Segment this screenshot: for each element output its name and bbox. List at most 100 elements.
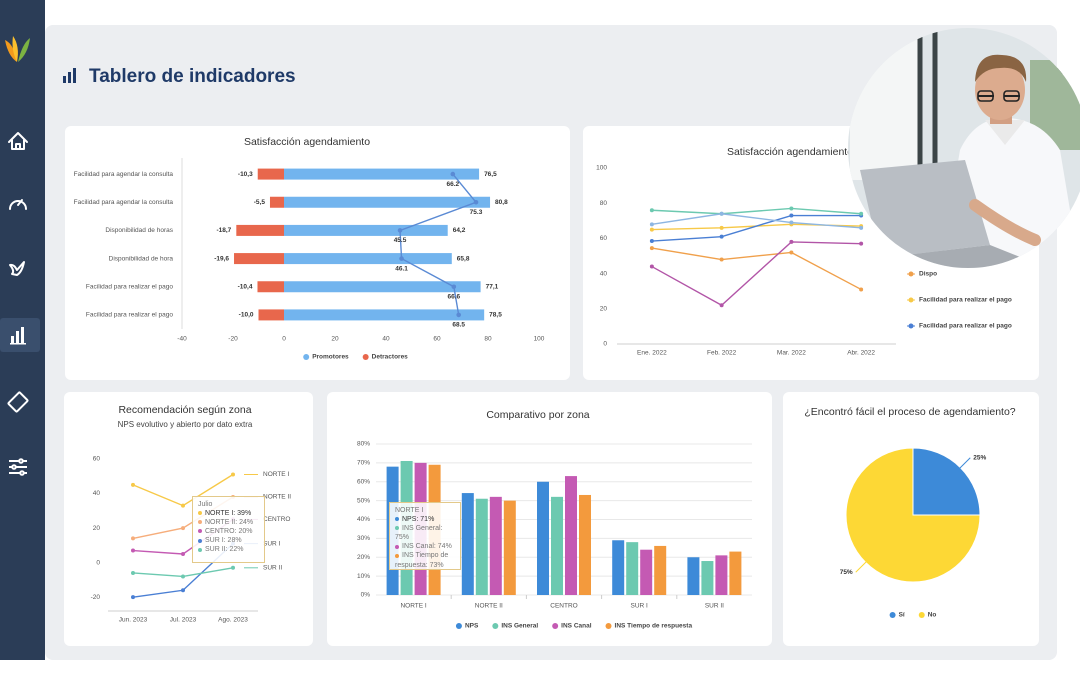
x-tick-label: Feb. 2022: [707, 350, 737, 357]
line: [651, 241, 862, 307]
value-label: -10,0: [239, 312, 254, 319]
tooltip-text: INS Tiempo de respuesta: 73%: [395, 552, 449, 569]
tooltip-dot: [198, 538, 202, 543]
value-label: -19,6: [214, 255, 229, 262]
x-tick-label: 60: [433, 336, 441, 343]
x-tick-label: Ago. 2023: [218, 617, 248, 624]
point: [649, 208, 654, 213]
value-label: -5,5: [254, 199, 266, 206]
bar: [284, 309, 485, 321]
category-label: Facilidad para realizar el pago: [86, 312, 173, 319]
end-label: CENTRO: [263, 516, 290, 523]
y-tick-label: 100: [596, 165, 607, 172]
point: [473, 199, 479, 205]
bar: [729, 551, 742, 595]
value-label: 25%: [973, 454, 986, 461]
bar: [284, 168, 480, 180]
y-tick-label: 10%: [357, 573, 370, 580]
legend-swatch: [889, 612, 896, 618]
tooltip-dot: [198, 520, 202, 525]
x-tick-label: SUR I: [631, 603, 649, 610]
label-leader: [855, 560, 868, 573]
end-label: SUR I: [263, 540, 281, 547]
y-tick-label: 80%: [357, 441, 370, 448]
end-label: NORTE II: [263, 494, 291, 501]
bar: [284, 253, 452, 265]
point: [451, 284, 457, 290]
point: [649, 246, 654, 251]
tooltip-dot: [395, 517, 399, 522]
value-label: 80,8: [495, 199, 508, 206]
tooltip-text: SUR II: 22%: [205, 546, 244, 554]
point-label: 75.3: [470, 209, 483, 216]
page-title: Tablero de indicadores: [89, 66, 296, 87]
bar: [640, 549, 653, 595]
tooltip-row: NORTE II: 24%: [198, 518, 259, 527]
x-tick-label: Ene. 2022: [637, 350, 667, 357]
legend-swatch: [362, 354, 369, 360]
nav-chart[interactable]: [10, 327, 26, 345]
x-tick-label: -20: [228, 336, 238, 343]
nav-settings[interactable]: [9, 458, 27, 476]
line: [651, 213, 862, 229]
legend-label: Promotores: [312, 354, 349, 361]
tooltip-row: NORTE I: 39%: [198, 509, 259, 518]
category-label: Facilidad para realizar el pago: [86, 283, 173, 290]
y-tick-label: -20: [91, 594, 101, 601]
y-tick-label: 0%: [361, 592, 371, 599]
bar: [257, 281, 284, 293]
point: [231, 472, 235, 477]
tooltip: Julio NORTE I: 39%NORTE II: 24%CENTRO: 20…: [192, 496, 265, 563]
point: [181, 551, 185, 556]
nav-gauge[interactable]: [9, 199, 27, 210]
value-label: 75%: [840, 569, 853, 576]
point: [649, 239, 654, 244]
point: [131, 595, 135, 600]
legend-label: Facilidad para realizar el pago: [919, 323, 1012, 330]
point: [719, 225, 724, 230]
nav-active[interactable]: [0, 318, 40, 352]
bar: [654, 545, 667, 595]
chart-title: Satisfacción agendamiento: [727, 146, 853, 158]
line: [399, 173, 478, 316]
x-tick-label: -40: [177, 336, 187, 343]
nav-bird[interactable]: [9, 261, 25, 276]
tooltip-row: INS Tiempo de respuesta: 73%: [395, 551, 455, 569]
chart-title: Satisfacción agendamiento: [244, 136, 370, 148]
y-tick-label: 20: [600, 306, 608, 313]
tooltip-row: CENTRO: 20%: [198, 527, 259, 536]
y-tick-label: 60: [600, 235, 608, 242]
card: [64, 392, 313, 646]
legend-label: INS Tiempo de respuesta: [615, 623, 693, 630]
point: [181, 574, 185, 579]
point: [859, 287, 864, 292]
nav-ticket[interactable]: [7, 391, 29, 413]
legend: Promotores Detractores: [303, 354, 408, 361]
point-label: 66.2: [446, 181, 459, 188]
point: [719, 303, 724, 308]
y-tick-label: 40: [600, 270, 608, 277]
tooltip-box: NORTE I NPS: 71% INS General: 75% INS Canal…: [389, 502, 461, 570]
point-label: 46.1: [395, 265, 408, 272]
point: [859, 211, 864, 216]
value-label: -10,4: [238, 283, 253, 290]
category-label: Facilidad para agendar la consulta: [74, 171, 174, 178]
x-tick-label: CENTRO: [550, 603, 577, 610]
line: [651, 207, 862, 215]
tooltip-text: NORTE II: 24%: [205, 519, 254, 527]
tooltip-text: INS Canal: 74%: [402, 543, 452, 551]
x-tick-label: SUR II: [705, 603, 724, 610]
tooltip-row: INS General: 75%: [395, 524, 455, 542]
tooltip: NORTE I NPS: 71%INS General: 75%INS Canal…: [389, 502, 461, 570]
label-leader: [958, 457, 971, 470]
x-tick-label: Abr. 2022: [847, 350, 875, 357]
legend-label: INS General: [501, 623, 538, 630]
header-icon: [63, 68, 76, 83]
tooltip-dot: [198, 529, 202, 534]
legend-swatch: [303, 354, 310, 360]
nav-home[interactable]: [8, 132, 28, 150]
point: [719, 211, 724, 216]
legend-swatch: [455, 623, 462, 629]
